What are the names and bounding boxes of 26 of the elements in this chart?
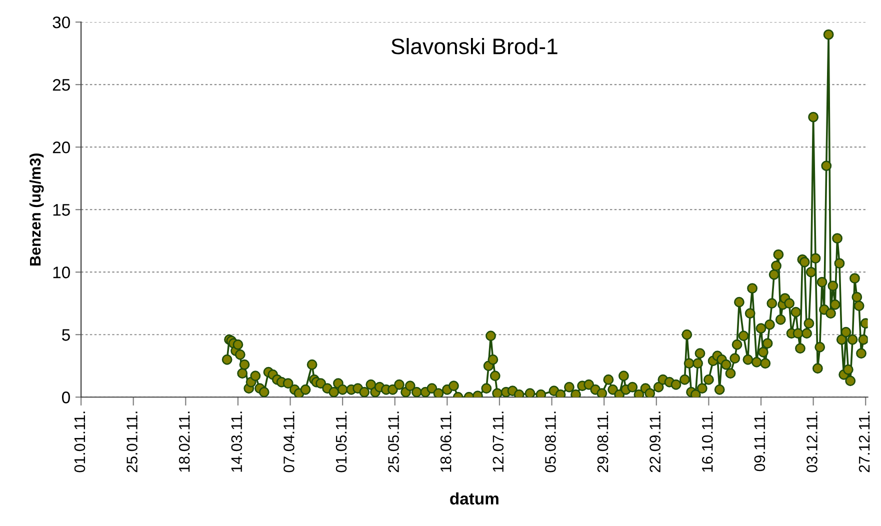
x-tick-label: 18.02.11. bbox=[178, 412, 190, 472]
y-tick-label: 0 bbox=[62, 392, 70, 404]
x-tick-label: 05.08.11. bbox=[545, 412, 556, 472]
text: Slavonski Brod-1 bbox=[391, 38, 558, 54]
x-tick-label: 14.03.11. bbox=[231, 412, 242, 472]
y-tick-label: 30 bbox=[52, 16, 70, 28]
y-tick-label: 5 bbox=[62, 329, 70, 341]
x-tick-label: 07.04.11. bbox=[284, 412, 294, 472]
x-tick-label: 27.12.11. bbox=[858, 412, 870, 472]
x-tick-label: 25.05.11. bbox=[388, 412, 399, 472]
y-axis-title: Benzen (ug/m3) bbox=[29, 153, 44, 266]
y-tick-label: 25 bbox=[52, 79, 70, 91]
x-tick-label: 16.10.11. bbox=[702, 412, 713, 472]
x-tick-label: 25.01.11. bbox=[126, 412, 138, 472]
x-tick-label: 01.01.11. bbox=[74, 412, 86, 472]
y-tick-label: 15 bbox=[53, 204, 70, 216]
y-tick-label: 10 bbox=[53, 266, 70, 278]
x-tick-label: 03.12.11. bbox=[806, 412, 818, 472]
y-tick-label: 20 bbox=[52, 142, 70, 154]
x-axis-title: datum bbox=[450, 492, 498, 505]
x-tick-label: 12.07.11. bbox=[492, 412, 504, 472]
x-tick-label: 29.08.11. bbox=[597, 412, 608, 472]
x-tick-label: 01.05.11. bbox=[336, 412, 347, 472]
x-tick-label: 18.06.11. bbox=[440, 412, 452, 472]
x-tick-label: 22.09.11. bbox=[650, 412, 660, 472]
x-tick-label: 09.11.11. bbox=[754, 412, 766, 472]
